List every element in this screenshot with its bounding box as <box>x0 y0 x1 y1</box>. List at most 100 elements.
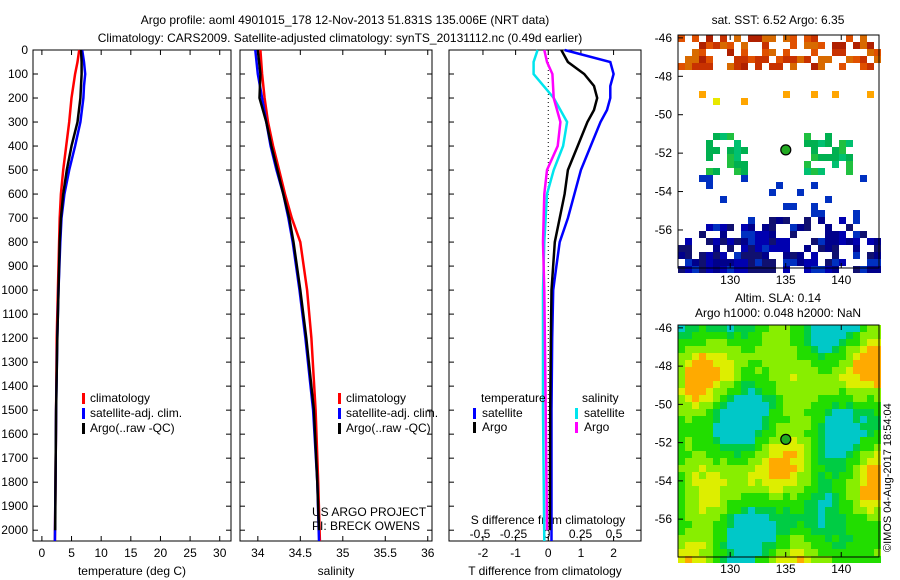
map-cell <box>832 535 839 542</box>
map-cell <box>692 556 699 563</box>
map-cell <box>692 493 699 500</box>
map-cell <box>741 395 748 402</box>
map-cell <box>818 245 825 252</box>
map-cell <box>699 472 706 479</box>
map-cell <box>706 367 713 374</box>
map-cell <box>769 49 776 56</box>
map-cell <box>699 367 706 374</box>
map-cell <box>734 346 741 353</box>
title-line-1: Argo profile: aoml 4901015_178 12-Nov-20… <box>141 13 550 27</box>
map-cell <box>692 266 699 273</box>
map-cell <box>818 507 825 514</box>
map-cell <box>867 374 874 381</box>
x-tick-label: 5 <box>68 546 75 560</box>
map-cell <box>727 154 734 161</box>
map-cell <box>874 259 881 266</box>
map-cell <box>790 35 797 42</box>
map-cell <box>874 528 881 535</box>
map-cell <box>699 91 706 98</box>
map-cell <box>839 507 846 514</box>
map-cell <box>783 521 790 528</box>
map-cell <box>762 465 769 472</box>
map-cell <box>706 500 713 507</box>
map-cell <box>706 528 713 535</box>
map-cell <box>776 472 783 479</box>
map-x-tick-label: 130 <box>720 273 740 287</box>
map-cell <box>762 409 769 416</box>
map-cell <box>748 381 755 388</box>
map-cell <box>811 549 818 556</box>
map-cell <box>762 416 769 423</box>
map-cell <box>755 409 762 416</box>
map-cell <box>748 266 755 273</box>
map-cell <box>762 381 769 388</box>
map-cell <box>839 402 846 409</box>
x-tick-label: 36 <box>421 546 435 560</box>
map-cell <box>839 444 846 451</box>
map-cell <box>783 430 790 437</box>
map-cell <box>685 465 692 472</box>
map-cell <box>692 35 699 42</box>
map-cell <box>769 63 776 70</box>
map-cell <box>699 339 706 346</box>
map-cell <box>762 542 769 549</box>
map-cell <box>853 556 860 563</box>
map-cell <box>706 556 713 563</box>
map-cell <box>769 346 776 353</box>
map-cell <box>783 472 790 479</box>
map-cell <box>832 381 839 388</box>
map-cell <box>811 140 818 147</box>
map-cell <box>741 493 748 500</box>
map-cell <box>867 542 874 549</box>
map-cell <box>846 360 853 367</box>
map-cell <box>860 35 867 42</box>
map-cell <box>706 353 713 360</box>
map-x-tick-label: 140 <box>831 273 851 287</box>
map-cell <box>706 416 713 423</box>
legend-swatch <box>82 393 85 404</box>
map-cell <box>853 486 860 493</box>
map-cell <box>811 252 818 259</box>
map-cell <box>832 245 839 252</box>
map-cell <box>727 458 734 465</box>
map-cell <box>769 374 776 381</box>
map-cell <box>769 245 776 252</box>
map-cell <box>839 465 846 472</box>
map-cell <box>720 332 727 339</box>
map-cell <box>818 479 825 486</box>
salinity-axes-box <box>239 49 433 542</box>
legend-swatch <box>575 422 578 433</box>
map-cell <box>804 458 811 465</box>
map-cell <box>720 388 727 395</box>
map-cell <box>860 465 867 472</box>
map-cell <box>734 486 741 493</box>
map-cell <box>797 339 804 346</box>
map-cell <box>776 507 783 514</box>
map-cell <box>678 493 685 500</box>
map-cell <box>769 325 776 332</box>
map-cell <box>685 528 692 535</box>
map-cell <box>846 500 853 507</box>
map-cell <box>811 353 818 360</box>
map-cell <box>762 458 769 465</box>
map-cell <box>797 451 804 458</box>
map-cell <box>706 542 713 549</box>
map-cell <box>755 367 762 374</box>
map-cell <box>720 493 727 500</box>
map-cell <box>860 409 867 416</box>
map-cell <box>825 154 832 161</box>
map-cell <box>713 556 720 563</box>
map-cell <box>734 381 741 388</box>
map-cell <box>811 423 818 430</box>
map-cell <box>685 507 692 514</box>
map-cell <box>832 353 839 360</box>
map-cell <box>755 535 762 542</box>
map-cell <box>832 346 839 353</box>
map-cell <box>734 325 741 332</box>
map-cell <box>755 325 762 332</box>
map-cell <box>846 486 853 493</box>
map-cell <box>741 346 748 353</box>
map-cell <box>748 514 755 521</box>
series-line-s-argo <box>541 49 562 531</box>
map-cell <box>860 56 867 63</box>
